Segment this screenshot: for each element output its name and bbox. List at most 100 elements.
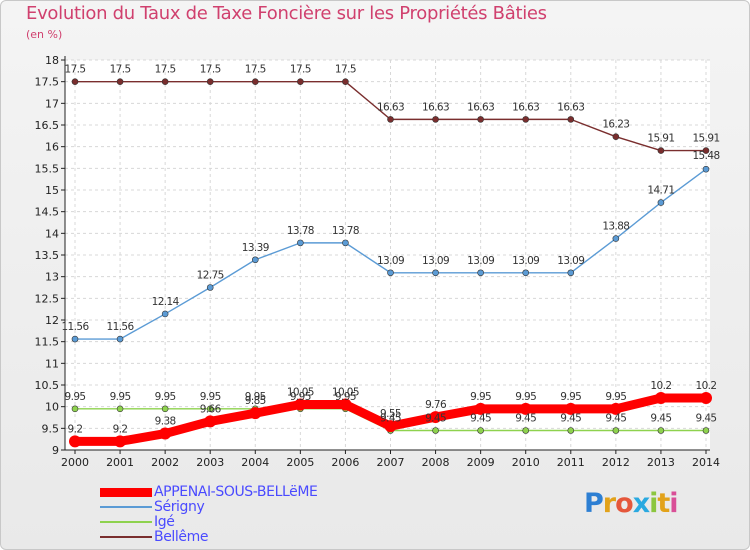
x-tick-label: 2013 [647,456,675,469]
data-label: 16.63 [512,101,539,113]
data-label: 11.56 [61,321,89,333]
x-tick-label: 2008 [422,456,450,469]
chart-unit-label: (en %) [26,28,63,41]
data-label: 17.5 [245,64,266,76]
series-point-1 [71,335,79,343]
data-label: 9.95 [335,391,356,403]
x-tick-label: 2007 [377,456,405,469]
data-label: 9.95 [560,391,581,403]
y-tick-label: 13 [45,271,59,284]
x-tick-label: 2001 [106,456,134,469]
series-point-2 [612,427,620,434]
data-label: 17.5 [110,64,131,76]
series-point-0 [204,415,217,428]
data-label: 17.5 [65,64,86,76]
data-label: 9.95 [470,391,491,403]
series-point-3 [522,116,530,123]
chart-title: Evolution du Taux de Taxe Foncière sur l… [26,3,547,24]
data-label: 9.55 [380,408,401,420]
x-tick-label: 2005 [286,456,314,469]
proxiti-logo: Proxiti [584,488,679,519]
series-point-0 [294,398,307,411]
data-label: 12.14 [152,296,180,308]
y-tick-label: 16.5 [35,119,60,132]
y-tick-label: 14 [45,227,59,240]
x-tick-label: 2011 [557,456,585,469]
series-point-3 [206,78,214,85]
data-label: 9.45 [470,413,491,425]
y-tick-label: 17.5 [35,76,60,89]
data-label: 10.2 [650,380,671,392]
legend-item-serigny: Sérigny [100,499,400,515]
series-point-2 [702,427,710,434]
x-tick-label: 2009 [467,456,495,469]
legend-label-ige: Igé [154,514,175,530]
legend-swatch-ige [100,521,152,523]
data-label: 16.63 [422,101,449,113]
series-point-3 [702,147,710,154]
series-point-3 [71,78,79,85]
data-label: 17.5 [200,64,221,76]
series-point-1 [477,269,484,277]
series-point-0 [114,435,127,448]
series-point-3 [161,78,169,85]
y-tick-label: 13.5 [35,249,60,262]
y-tick-label: 11.5 [35,336,60,349]
series-point-2 [477,427,484,434]
y-tick-label: 9.5 [42,422,60,435]
data-label: 9.2 [68,423,83,435]
data-label: 15.48 [692,150,719,162]
y-tick-label: 10.5 [35,379,60,392]
series-point-3 [657,147,665,154]
data-label: 13.78 [287,225,314,237]
data-label: 13.78 [332,225,359,237]
data-label: 15.91 [647,133,674,145]
data-label: 9.95 [290,391,311,403]
data-label: 12.75 [197,270,224,282]
series-point-0 [69,435,81,448]
data-label: 9.85 [245,395,266,407]
data-label: 16.23 [602,119,629,131]
series-point-0 [564,402,577,415]
y-tick-label: 14.5 [35,206,60,219]
data-label: 9.95 [515,391,536,403]
data-label: 9.2 [113,423,128,435]
legend-swatch-serigny [100,506,152,508]
y-tick-label: 11 [45,357,59,370]
data-label: 17.5 [335,64,356,76]
series-point-2 [71,405,79,413]
data-label: 16.63 [467,101,494,113]
legend-label-belleme: Bellême [154,529,209,545]
legend-label-appenai: APPENAI-SOUS-BELLëME [154,484,318,500]
data-label: 9.45 [425,413,446,425]
series-point-1 [612,235,620,242]
legend-item-ige: Igé [100,514,400,530]
legend-swatch-appenai [100,488,152,497]
data-label: 17.5 [290,64,311,76]
series-point-2 [657,427,665,434]
series-point-2 [522,427,530,434]
data-label: 15.91 [692,133,719,145]
data-label: 17.5 [155,64,176,76]
data-label: 9.38 [155,416,176,428]
legend-item-belleme: Bellême [100,529,400,545]
y-tick-label: 15 [45,184,59,197]
data-label: 13.39 [242,242,269,254]
data-label: 9.45 [696,413,717,425]
data-label: 10.2 [696,380,717,392]
data-label: 13.09 [557,255,584,267]
series-point-0 [339,398,352,411]
series-point-1 [522,269,530,277]
data-label: 13.09 [422,255,449,267]
legend-swatch-belleme [100,536,152,538]
x-tick-label: 2010 [512,456,540,469]
data-label: 16.63 [377,101,404,113]
series-point-1 [702,165,710,173]
series-point-0 [474,402,487,415]
series-point-3 [342,78,349,85]
series-point-3 [387,116,394,123]
legend-item-appenai: APPENAI-SOUS-BELLëME [100,484,400,500]
series-point-3 [567,116,575,123]
data-label: 10.05 [287,387,314,399]
series-point-0 [519,402,532,415]
